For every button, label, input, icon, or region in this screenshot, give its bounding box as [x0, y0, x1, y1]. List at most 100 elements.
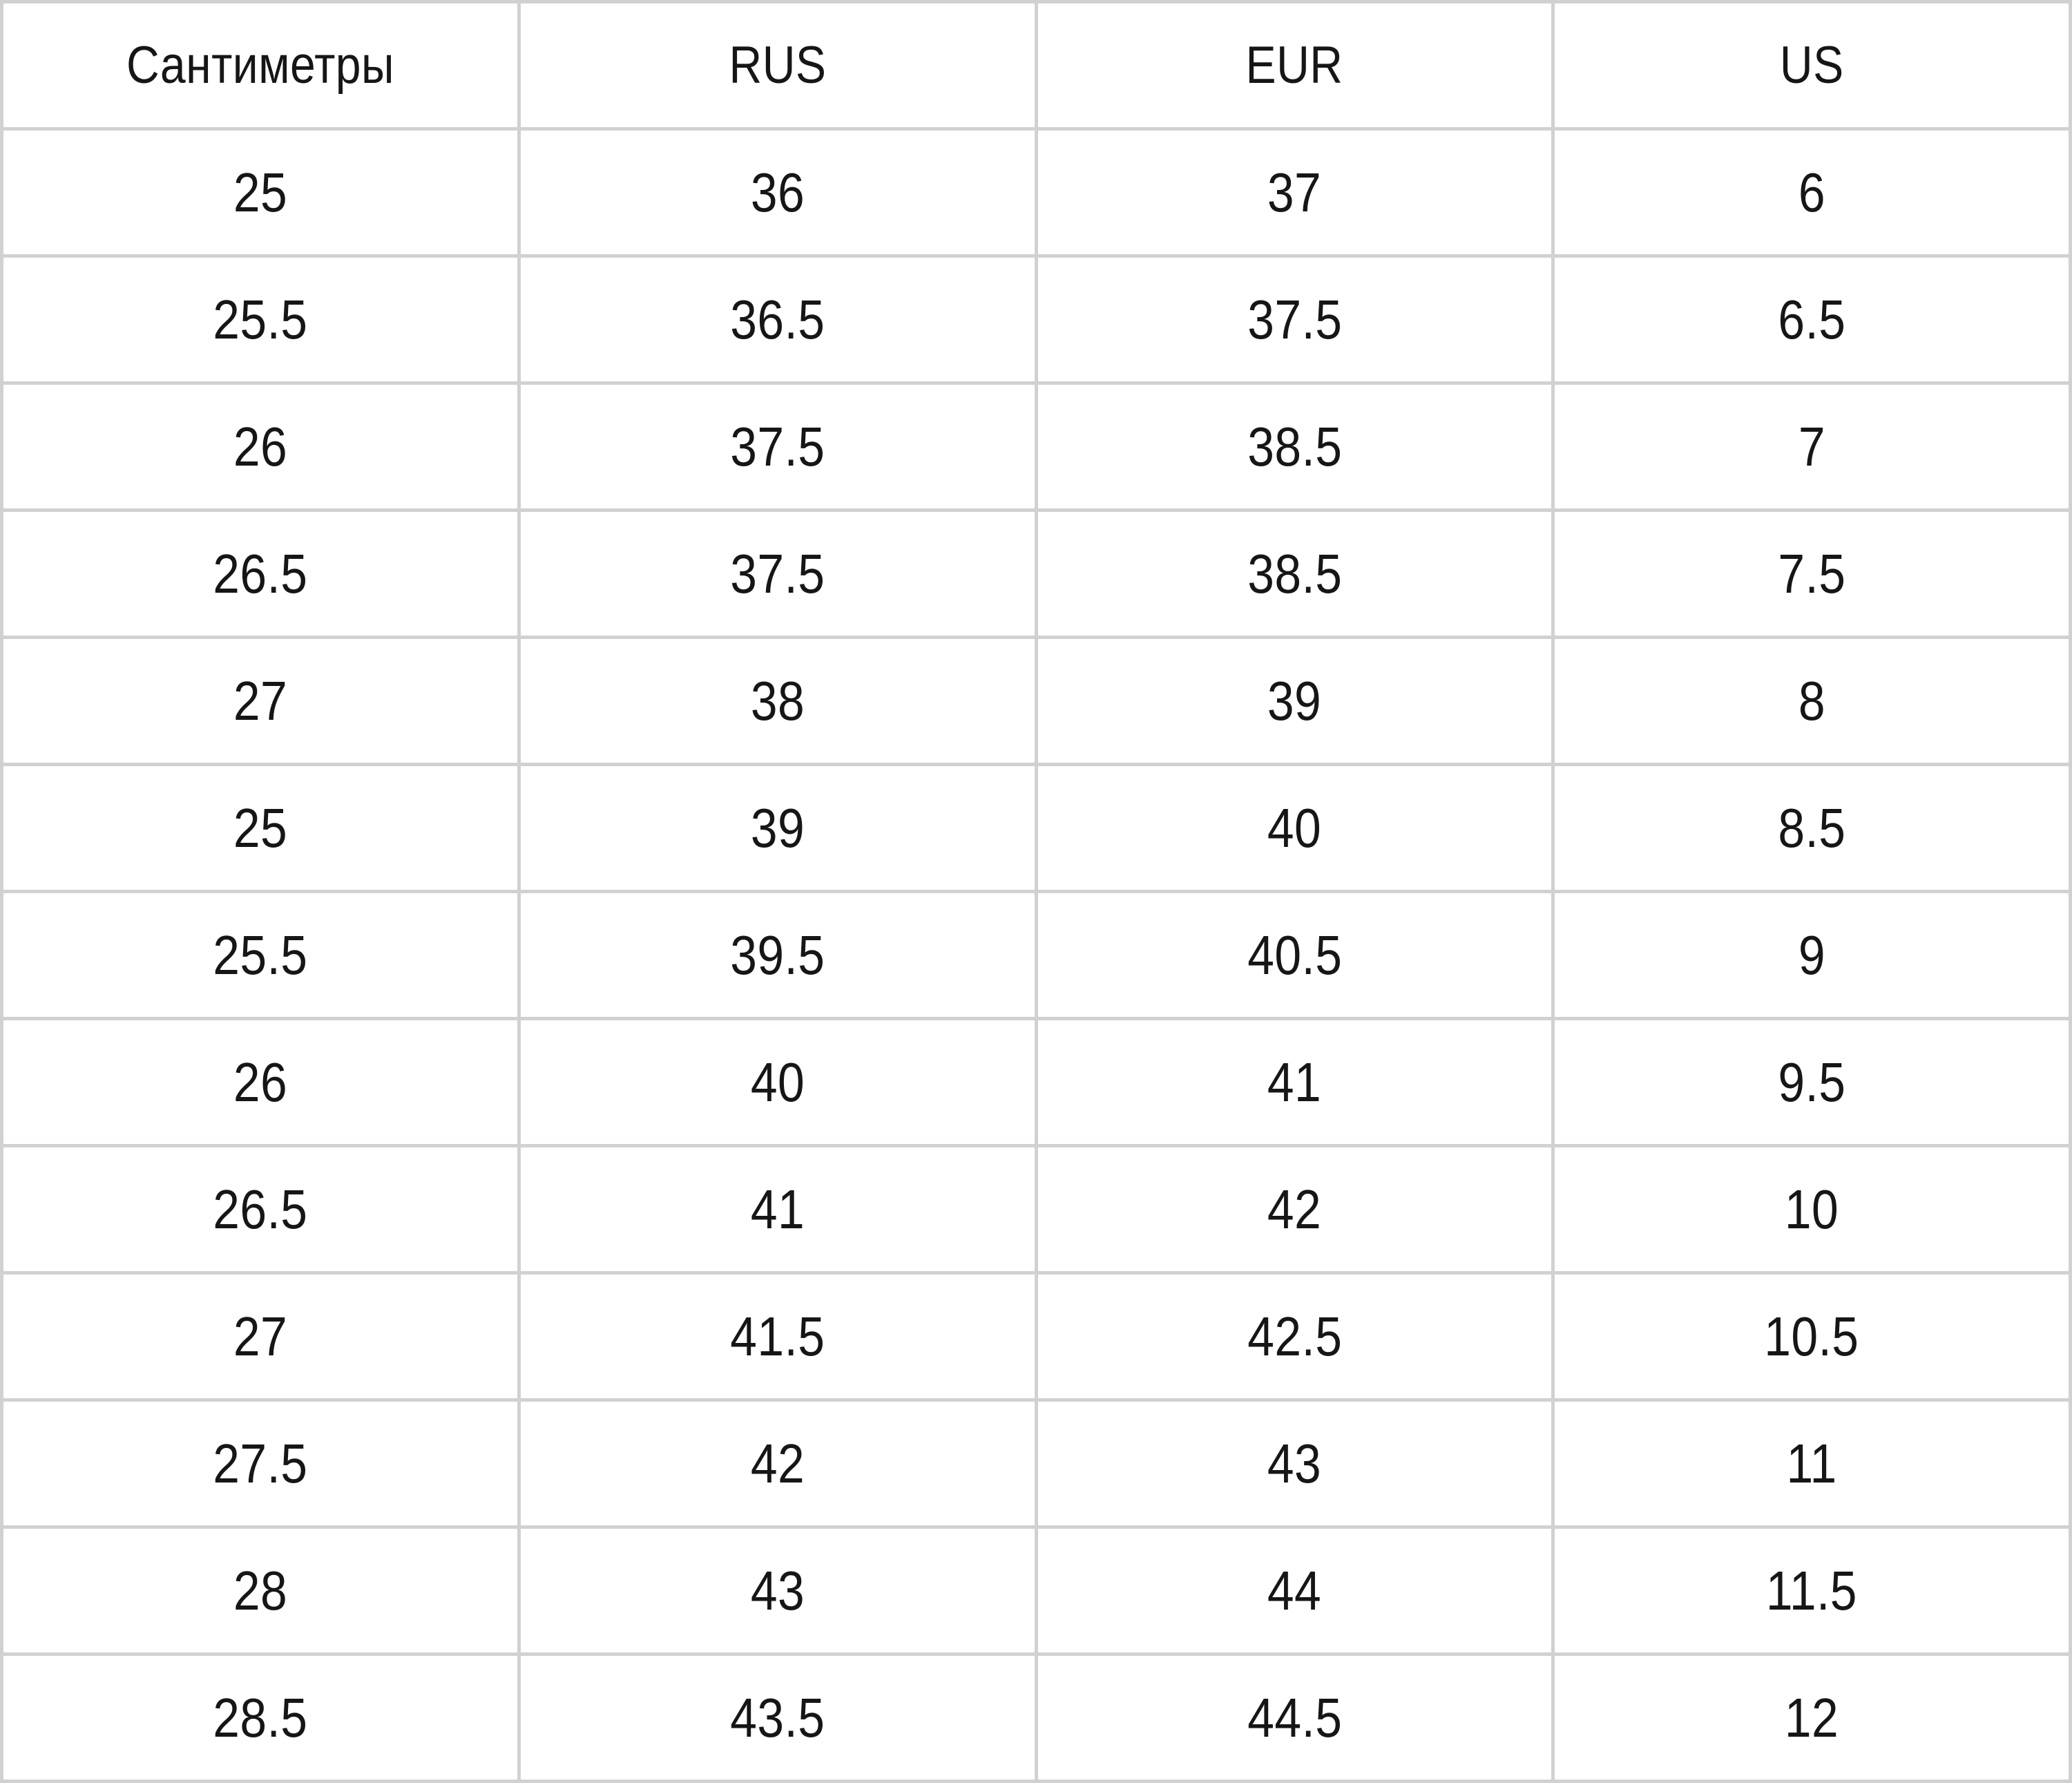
cell-rus: 40 [517, 1017, 1038, 1147]
cell-centimeters: 27 [0, 636, 521, 766]
cell-value: 26 [233, 1051, 288, 1113]
column-header-us: US [1551, 0, 2072, 131]
cell-value: 41.5 [730, 1305, 825, 1367]
cell-value: 11 [1786, 1432, 1837, 1494]
cell-value: 38.5 [1247, 415, 1342, 477]
table-header: Сантиметры RUS EUR US [0, 0, 2072, 131]
column-header-label: Сантиметры [126, 36, 394, 95]
cell-value: 27 [233, 669, 288, 732]
cell-us: 11 [1551, 1398, 2072, 1529]
table-row: 26 40 41 9.5 [0, 1017, 2072, 1147]
cell-rus: 43.5 [517, 1652, 1038, 1783]
cell-value: 26.5 [213, 542, 308, 604]
cell-value: 6 [1798, 161, 1825, 223]
cell-us: 11.5 [1551, 1525, 2072, 1656]
table-body: 25 36 37 6 25.5 36.5 37.5 6.5 26 37.5 38… [0, 127, 2072, 1783]
cell-value: 39 [1267, 669, 1322, 732]
table-row: 28.5 43.5 44.5 12 [0, 1652, 2072, 1783]
cell-value: 25 [233, 161, 288, 223]
cell-value: 7.5 [1778, 542, 1846, 604]
table-row: 28 43 44 11.5 [0, 1525, 2072, 1656]
cell-centimeters: 25.5 [0, 890, 521, 1020]
cell-centimeters: 28.5 [0, 1652, 521, 1783]
column-header-label: RUS [729, 36, 827, 95]
cell-value: 25 [233, 797, 288, 859]
cell-rus: 36 [517, 127, 1038, 258]
cell-eur: 44 [1034, 1525, 1555, 1656]
cell-us: 8 [1551, 636, 2072, 766]
cell-centimeters: 27 [0, 1271, 521, 1402]
cell-value: 37.5 [730, 415, 825, 477]
cell-rus: 42 [517, 1398, 1038, 1529]
cell-us: 9.5 [1551, 1017, 2072, 1147]
cell-rus: 43 [517, 1525, 1038, 1656]
cell-centimeters: 26.5 [0, 508, 521, 639]
cell-value: 11.5 [1766, 1559, 1858, 1621]
cell-value: 28 [233, 1559, 288, 1621]
cell-eur: 41 [1034, 1017, 1555, 1147]
cell-us: 7 [1551, 381, 2072, 512]
cell-value: 39.5 [730, 924, 825, 986]
table-row: 25.5 39.5 40.5 9 [0, 890, 2072, 1020]
cell-centimeters: 25.5 [0, 254, 521, 385]
cell-value: 26.5 [213, 1178, 308, 1240]
column-header-eur: EUR [1034, 0, 1555, 131]
cell-us: 6.5 [1551, 254, 2072, 385]
cell-centimeters: 25 [0, 763, 521, 893]
cell-rus: 37.5 [517, 508, 1038, 639]
cell-value: 37.5 [1247, 288, 1342, 350]
cell-eur: 39 [1034, 636, 1555, 766]
cell-value: 40 [1267, 797, 1322, 859]
cell-value: 37 [1267, 161, 1322, 223]
cell-rus: 38 [517, 636, 1038, 766]
column-header-label: EUR [1245, 36, 1343, 95]
cell-value: 42 [750, 1432, 805, 1494]
cell-centimeters: 26.5 [0, 1144, 521, 1275]
cell-value: 36 [750, 161, 805, 223]
cell-value: 25.5 [213, 288, 308, 350]
cell-value: 40.5 [1247, 924, 1342, 986]
cell-value: 38 [750, 669, 805, 732]
cell-value: 39 [750, 797, 805, 859]
table-row: 27.5 42 43 11 [0, 1398, 2072, 1529]
cell-eur: 38.5 [1034, 381, 1555, 512]
cell-rus: 37.5 [517, 381, 1038, 512]
cell-us: 8.5 [1551, 763, 2072, 893]
cell-value: 42 [1267, 1178, 1322, 1240]
cell-centimeters: 27.5 [0, 1398, 521, 1529]
cell-rus: 41.5 [517, 1271, 1038, 1402]
cell-value: 44 [1267, 1559, 1322, 1621]
table-row: 26.5 37.5 38.5 7.5 [0, 508, 2072, 639]
column-header-rus: RUS [517, 0, 1038, 131]
cell-value: 27.5 [213, 1432, 308, 1494]
cell-value: 10 [1784, 1178, 1839, 1240]
cell-eur: 42.5 [1034, 1271, 1555, 1402]
cell-value: 28.5 [213, 1686, 308, 1748]
table-row: 25.5 36.5 37.5 6.5 [0, 254, 2072, 385]
cell-value: 12 [1784, 1686, 1839, 1748]
column-header-centimeters: Сантиметры [0, 0, 521, 131]
cell-eur: 40.5 [1034, 890, 1555, 1020]
cell-eur: 37 [1034, 127, 1555, 258]
cell-eur: 40 [1034, 763, 1555, 893]
cell-eur: 37.5 [1034, 254, 1555, 385]
cell-eur: 42 [1034, 1144, 1555, 1275]
cell-value: 10.5 [1764, 1305, 1859, 1367]
cell-centimeters: 26 [0, 1017, 521, 1147]
cell-rus: 41 [517, 1144, 1038, 1275]
cell-value: 27 [233, 1305, 288, 1367]
cell-value: 42.5 [1247, 1305, 1342, 1367]
table-row: 27 41.5 42.5 10.5 [0, 1271, 2072, 1402]
cell-value: 9 [1798, 924, 1825, 986]
table-row: 25 36 37 6 [0, 127, 2072, 258]
cell-centimeters: 28 [0, 1525, 521, 1656]
cell-value: 41 [1267, 1051, 1322, 1113]
table-row: 25 39 40 8.5 [0, 763, 2072, 893]
cell-us: 10.5 [1551, 1271, 2072, 1402]
cell-value: 36.5 [730, 288, 825, 350]
cell-us: 7.5 [1551, 508, 2072, 639]
cell-value: 37.5 [730, 542, 825, 604]
cell-value: 9.5 [1778, 1051, 1846, 1113]
cell-value: 25.5 [213, 924, 308, 986]
cell-value: 8.5 [1778, 797, 1846, 859]
